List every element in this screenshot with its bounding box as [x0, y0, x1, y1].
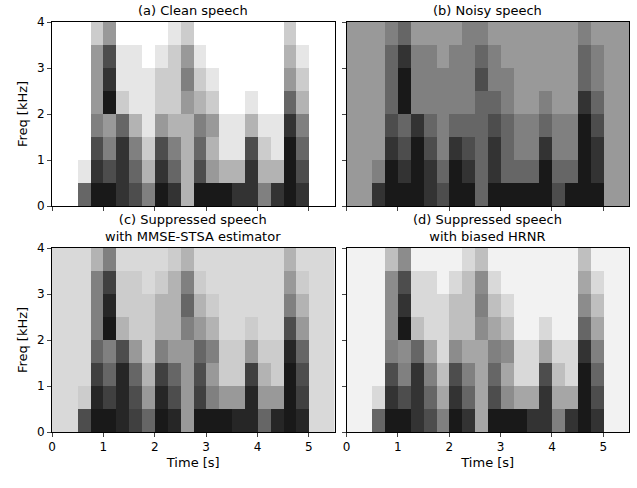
svg-text:3: 3 [37, 287, 45, 301]
svg-text:Freq [kHz]: Freq [kHz] [15, 81, 30, 147]
svg-text:4: 4 [37, 241, 45, 255]
svg-text:Freq [kHz]: Freq [kHz] [15, 307, 30, 373]
svg-text:4: 4 [548, 440, 556, 454]
svg-text:5: 5 [305, 440, 313, 454]
svg-text:Time [s]: Time [s] [460, 455, 514, 470]
svg-text:(a) Clean speech: (a) Clean speech [138, 3, 248, 18]
svg-text:1: 1 [100, 440, 108, 454]
svg-text:4: 4 [254, 440, 262, 454]
svg-text:0: 0 [48, 440, 56, 454]
svg-text:(d) Suppressed speechwith bias: (d) Suppressed speechwith biased HRNR [413, 212, 562, 244]
svg-text:Time [s]: Time [s] [166, 455, 220, 470]
svg-text:0: 0 [37, 199, 45, 213]
svg-text:3: 3 [202, 440, 210, 454]
svg-text:3: 3 [37, 61, 45, 75]
svg-text:4: 4 [37, 15, 45, 29]
svg-text:2: 2 [445, 440, 453, 454]
svg-text:0: 0 [343, 440, 351, 454]
svg-text:(c) Suppressed speechwith MMSE: (c) Suppressed speechwith MMSE-STSA esti… [105, 212, 281, 244]
svg-text:5: 5 [599, 440, 607, 454]
svg-text:3: 3 [497, 440, 505, 454]
svg-text:(b) Noisy speech: (b) Noisy speech [433, 3, 542, 18]
svg-text:2: 2 [37, 107, 45, 121]
svg-text:1: 1 [37, 379, 45, 393]
svg-text:1: 1 [394, 440, 402, 454]
svg-text:0: 0 [37, 425, 45, 439]
svg-text:2: 2 [37, 333, 45, 347]
svg-text:1: 1 [37, 153, 45, 167]
svg-text:2: 2 [151, 440, 159, 454]
